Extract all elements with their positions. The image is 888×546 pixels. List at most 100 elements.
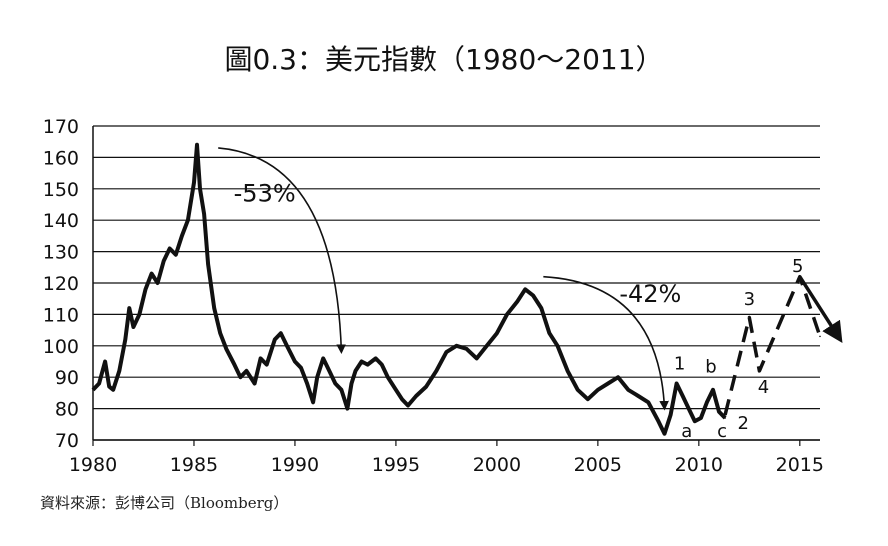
x-tick-label: 1980: [69, 454, 117, 476]
data-point: [380, 363, 383, 366]
data-point: [401, 398, 403, 400]
data-point: [300, 366, 302, 369]
x-tick-label: 2010: [675, 454, 723, 476]
data-point: [724, 417, 726, 419]
data-point: [322, 357, 325, 360]
x-tick-label: 2000: [473, 454, 521, 476]
data-point: [174, 253, 177, 256]
x-tick-label: 1985: [170, 454, 218, 476]
data-point: [132, 326, 135, 328]
wave-label: c: [717, 421, 727, 442]
x-tick-label: 1990: [271, 454, 319, 476]
data-point: [576, 388, 579, 391]
data-point: [637, 395, 640, 397]
series-group: [91, 142, 822, 436]
gridlines: [93, 125, 820, 441]
forecast-arrow: [798, 275, 843, 344]
y-tick-label: 110: [43, 304, 79, 326]
data-point: [663, 432, 666, 435]
data-point: [207, 263, 209, 265]
data-point: [407, 404, 409, 407]
data-point: [496, 332, 498, 335]
data-point: [219, 332, 222, 335]
data-point: [294, 360, 296, 363]
data-point: [346, 407, 349, 410]
data-point: [306, 382, 308, 385]
data-point: [597, 388, 599, 391]
data-point: [156, 282, 159, 284]
data-point: [366, 363, 369, 366]
data-point: [675, 382, 678, 385]
y-tick-label: 160: [43, 147, 79, 169]
wave-label: a: [681, 421, 692, 442]
data-point: [334, 382, 337, 385]
y-tick-label: 150: [43, 179, 79, 201]
wave-label: 4: [758, 377, 769, 398]
axes: 70 80 90 100 110 120 130 140 150 160 170 1980 1985 19…: [43, 116, 824, 476]
data-point: [144, 288, 147, 291]
decline-arrow: [543, 275, 669, 411]
data-point: [118, 370, 121, 372]
data-point: [138, 313, 141, 316]
decline-arrow: [218, 147, 346, 354]
data-point: [124, 338, 127, 341]
data-point: [354, 370, 357, 372]
data-point: [280, 332, 282, 335]
data-point: [98, 382, 100, 385]
decline-percent-label: -53%: [234, 179, 296, 207]
data-point: [647, 401, 650, 404]
data-point: [455, 345, 458, 347]
y-tick-label: 140: [43, 210, 79, 232]
data-point: [524, 288, 526, 291]
data-point: [265, 363, 268, 366]
wave-label: 2: [738, 413, 749, 434]
data-point: [819, 335, 821, 338]
data-point: [286, 345, 288, 347]
data-point: [387, 376, 389, 379]
data-point: [445, 351, 448, 353]
data-point: [374, 357, 377, 360]
y-tick-label: 120: [43, 273, 79, 295]
data-point: [465, 348, 468, 350]
x-tick-label: 2015: [776, 454, 824, 476]
data-point: [475, 357, 478, 360]
data-point: [693, 420, 696, 422]
dollar-index-line: [91, 142, 727, 436]
data-point: [627, 388, 629, 391]
data-point: [112, 388, 114, 391]
data-point: [187, 219, 189, 221]
data-point: [657, 420, 660, 422]
y-tick-label: 130: [43, 242, 79, 264]
data-point: [718, 410, 720, 413]
data-point: [312, 401, 314, 404]
data-point: [425, 385, 428, 388]
annotations: -53% -42% 1 b a c 2 3 4 5: [234, 179, 804, 442]
data-point: [724, 414, 726, 416]
data-point: [506, 313, 508, 316]
data-point: [415, 395, 417, 397]
x-tick-label: 1995: [372, 454, 420, 476]
data-point: [700, 417, 702, 419]
data-point: [196, 144, 198, 146]
data-point: [108, 385, 110, 388]
data-point: [239, 376, 242, 379]
wave-label: b: [705, 356, 716, 377]
data-point: [586, 398, 589, 400]
data-point: [556, 345, 559, 347]
data-point: [328, 370, 331, 372]
annotation-arrows: [218, 147, 843, 411]
data-point: [203, 213, 205, 215]
chart-source: 資料來源：彭博公司（Bloomberg）: [40, 494, 289, 512]
data-point: [128, 307, 131, 309]
y-tick-label: 80: [55, 399, 79, 421]
x-tick-label: 2005: [574, 454, 622, 476]
data-point: [485, 345, 488, 347]
data-point: [548, 332, 551, 335]
data-point: [706, 401, 708, 404]
data-point: [712, 388, 714, 391]
data-point: [340, 388, 343, 391]
data-point: [758, 370, 761, 372]
data-point: [245, 370, 248, 372]
data-point: [617, 376, 619, 379]
